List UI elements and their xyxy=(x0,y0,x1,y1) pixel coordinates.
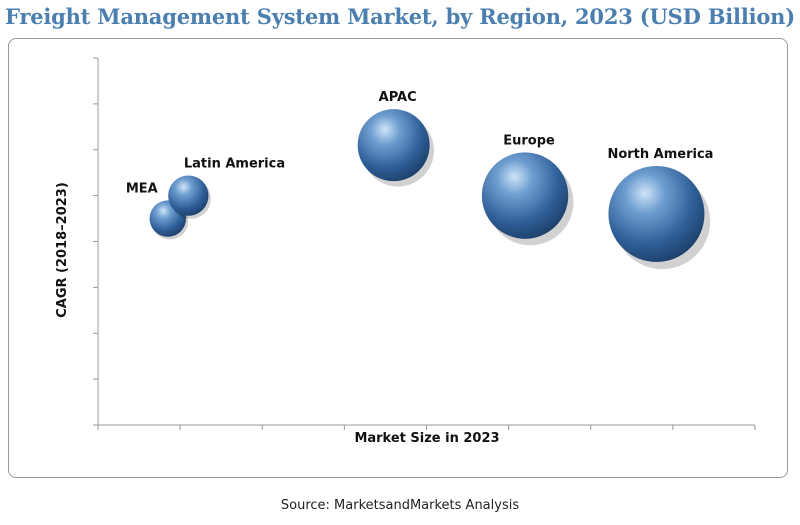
chart-title: Freight Management System Market, by Reg… xyxy=(4,4,795,29)
bubble-label: MEA xyxy=(126,181,158,196)
bubble-north-america xyxy=(608,165,705,262)
chart-frame xyxy=(8,38,788,478)
bubble-apac xyxy=(357,109,430,182)
x-axis-label: Market Size in 2023 xyxy=(354,431,499,446)
source-note: Source: MarketsandMarkets Analysis xyxy=(280,498,520,513)
bubble-label: APAC xyxy=(379,90,417,105)
bubble-label: Europe xyxy=(503,133,555,148)
bubble-label: Latin America xyxy=(184,156,285,171)
bubble-europe xyxy=(481,152,569,239)
bubble-label: North America xyxy=(607,147,713,162)
y-axis-label: CAGR (2018–2023) xyxy=(55,182,70,318)
bubble-latin-america xyxy=(168,175,209,216)
bubbles: MEA Latin America APAC Europe North America xyxy=(126,90,713,270)
axes xyxy=(93,57,756,430)
